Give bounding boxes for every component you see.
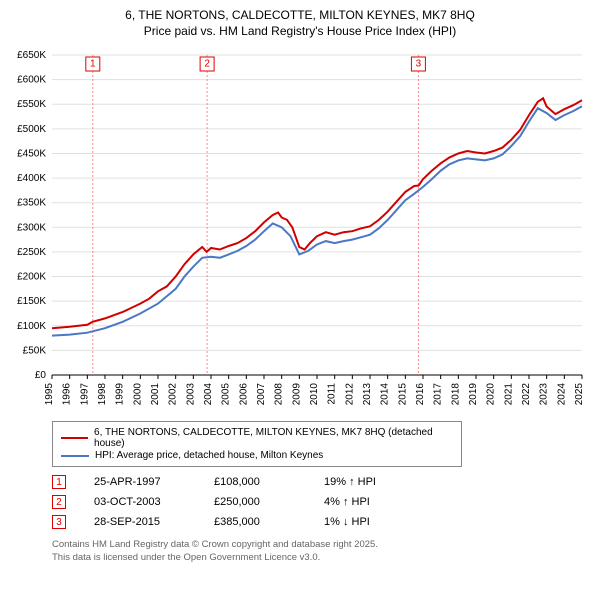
sale-price: £108,000 <box>214 476 324 488</box>
sale-date: 03-OCT-2003 <box>94 496 214 508</box>
svg-text:2005: 2005 <box>221 383 232 406</box>
attribution-line-2: This data is licensed under the Open Gov… <box>52 552 592 564</box>
sale-vs-hpi: 4% ↑ HPI <box>324 496 444 508</box>
svg-text:£600K: £600K <box>17 75 46 86</box>
svg-text:2017: 2017 <box>433 383 444 406</box>
table-row: 2 03-OCT-2003£250,0004% ↑ HPI <box>52 495 592 509</box>
title-line-1: 6, THE NORTONS, CALDECOTTE, MILTON KEYNE… <box>8 8 592 24</box>
svg-text:2010: 2010 <box>309 383 320 406</box>
svg-text:2024: 2024 <box>556 383 567 406</box>
line-chart: £0 £50K £100K £150K £200K £250K £300K £350K £400… <box>8 45 592 415</box>
svg-text:2025: 2025 <box>574 383 585 406</box>
svg-text:£650K: £650K <box>17 50 46 61</box>
sale-price: £250,000 <box>214 496 324 508</box>
svg-text:3: 3 <box>416 59 422 70</box>
svg-text:£500K: £500K <box>17 124 46 135</box>
svg-text:2013: 2013 <box>362 383 373 406</box>
legend: 6, THE NORTONS, CALDECOTTE, MILTON KEYNE… <box>52 421 462 467</box>
legend-item: HPI: Average price, detached house, Milt… <box>61 450 453 461</box>
sale-vs-hpi: 19% ↑ HPI <box>324 476 444 488</box>
svg-text:1997: 1997 <box>79 383 90 406</box>
sales-table: 1 25-APR-1997£108,00019% ↑ HPI 2 03-OCT-200… <box>52 475 592 529</box>
chart-title: 6, THE NORTONS, CALDECOTTE, MILTON KEYNE… <box>8 8 592 39</box>
attribution: Contains HM Land Registry data © Crown c… <box>52 539 592 564</box>
svg-text:2018: 2018 <box>450 383 461 406</box>
svg-text:£100K: £100K <box>17 321 46 332</box>
svg-text:£250K: £250K <box>17 247 46 258</box>
marker-badge: 1 <box>52 475 66 489</box>
chart-area: £0 £50K £100K £150K £200K £250K £300K £350K £400… <box>8 45 592 415</box>
svg-text:£350K: £350K <box>17 198 46 209</box>
svg-text:2007: 2007 <box>256 383 267 406</box>
svg-text:£50K: £50K <box>23 346 47 357</box>
svg-text:2004: 2004 <box>203 383 214 406</box>
title-line-2: Price paid vs. HM Land Registry's House … <box>8 24 592 40</box>
legend-label: HPI: Average price, detached house, Milt… <box>95 450 323 461</box>
svg-text:2008: 2008 <box>274 383 285 406</box>
marker-badge: 2 <box>52 495 66 509</box>
svg-text:2023: 2023 <box>539 383 550 406</box>
svg-text:£400K: £400K <box>17 173 46 184</box>
sale-date: 25-APR-1997 <box>94 476 214 488</box>
sale-vs-hpi: 1% ↓ HPI <box>324 516 444 528</box>
sale-price: £385,000 <box>214 516 324 528</box>
svg-text:2003: 2003 <box>185 383 196 406</box>
legend-swatch <box>61 455 89 457</box>
marker-badge: 3 <box>52 515 66 529</box>
svg-text:2020: 2020 <box>486 383 497 406</box>
svg-text:2014: 2014 <box>380 383 391 406</box>
svg-text:2016: 2016 <box>415 383 426 406</box>
svg-text:1995: 1995 <box>44 383 55 406</box>
svg-text:£150K: £150K <box>17 296 46 307</box>
attribution-line-1: Contains HM Land Registry data © Crown c… <box>52 539 592 551</box>
legend-label: 6, THE NORTONS, CALDECOTTE, MILTON KEYNE… <box>94 427 453 449</box>
svg-text:1999: 1999 <box>115 383 126 406</box>
svg-text:2: 2 <box>204 59 210 70</box>
svg-text:2022: 2022 <box>521 383 532 406</box>
svg-text:2006: 2006 <box>238 383 249 406</box>
svg-text:2012: 2012 <box>344 383 355 406</box>
svg-text:£450K: £450K <box>17 149 46 160</box>
svg-text:2021: 2021 <box>503 383 514 406</box>
svg-text:2002: 2002 <box>168 383 179 406</box>
svg-text:2011: 2011 <box>327 383 338 405</box>
sale-date: 28-SEP-2015 <box>94 516 214 528</box>
svg-text:£550K: £550K <box>17 99 46 110</box>
legend-item: 6, THE NORTONS, CALDECOTTE, MILTON KEYNE… <box>61 427 453 449</box>
svg-text:2019: 2019 <box>468 383 479 406</box>
svg-text:2001: 2001 <box>150 383 161 406</box>
table-row: 1 25-APR-1997£108,00019% ↑ HPI <box>52 475 592 489</box>
svg-text:£300K: £300K <box>17 222 46 233</box>
legend-swatch <box>61 437 88 439</box>
svg-text:2009: 2009 <box>291 383 302 406</box>
svg-text:1998: 1998 <box>97 383 108 406</box>
svg-text:2000: 2000 <box>132 383 143 406</box>
table-row: 3 28-SEP-2015£385,0001% ↓ HPI <box>52 515 592 529</box>
svg-text:£0: £0 <box>35 370 47 381</box>
svg-text:£200K: £200K <box>17 272 46 283</box>
svg-text:1: 1 <box>90 59 96 70</box>
svg-text:2015: 2015 <box>397 383 408 406</box>
svg-text:1996: 1996 <box>62 383 73 406</box>
